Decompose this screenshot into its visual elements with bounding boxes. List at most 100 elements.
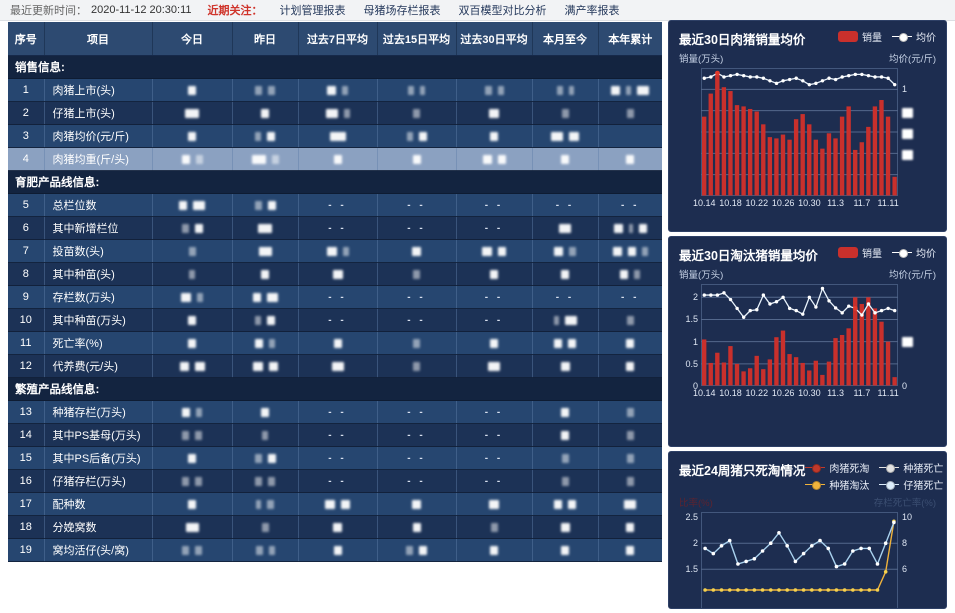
table-row[interactable]: 1 肉猪上市(头) — [8, 78, 662, 102]
legend-item-均价[interactable]: 均价 — [892, 29, 936, 44]
redacted-value — [254, 200, 262, 210]
row-number: 5 — [8, 193, 45, 217]
redacted-value — [188, 453, 196, 463]
redacted-value — [267, 453, 276, 463]
redacted-value — [412, 522, 421, 532]
table-row[interactable]: 5 总栏位数 - - - - - - - - - - — [8, 193, 662, 217]
data-cell — [532, 423, 599, 447]
data-cell — [532, 124, 599, 148]
report-link-3[interactable]: 双百模型对比分析 — [458, 5, 547, 17]
data-cell — [456, 262, 533, 286]
data-cell — [232, 515, 299, 539]
redacted-value — [196, 407, 202, 417]
legend-item-种猪淘汰[interactable]: 种猪淘汰 — [805, 477, 869, 492]
x-tick: 11.11 — [877, 388, 899, 398]
table-row[interactable]: 7 投苗数(头) — [8, 239, 662, 263]
redacted-dash: - - — [407, 292, 426, 303]
data-cell — [456, 538, 533, 562]
data-cell — [598, 262, 662, 286]
table-row[interactable]: 14 其中PS基母(万头) - - - - - - — [8, 423, 662, 447]
redacted-dash: - - — [555, 292, 575, 303]
legend-item-仔猪死亡[interactable]: 仔猪死亡 — [879, 477, 943, 492]
redacted-dash: - - — [328, 476, 347, 487]
y-tick: 0 — [902, 381, 908, 391]
redacted-value — [188, 499, 196, 509]
x-tick: 11.7 — [853, 388, 871, 398]
data-cell — [598, 78, 662, 102]
row-label: 总栏位数 — [44, 193, 153, 217]
data-cell — [232, 193, 299, 217]
data-cell — [532, 147, 599, 171]
table-row[interactable]: 2 仔猪上市(头) — [8, 101, 662, 125]
row-number: 11 — [8, 331, 45, 355]
table-section-row: 育肥产品线信息: — [8, 170, 662, 194]
report-link-2[interactable]: 母猪场存栏报表 — [363, 5, 441, 17]
data-cell — [232, 469, 299, 493]
table-row[interactable]: 6 其中新增栏位 - - - - - - — [8, 216, 662, 240]
table-row[interactable]: 12 代养费(元/头) — [8, 354, 662, 378]
report-links: 计划管理报表 母猪场存栏报表 双百模型对比分析 满产率报表 — [271, 2, 629, 18]
legend-swatch-bar-icon — [838, 247, 858, 258]
table-row[interactable]: 4 肉猪均重(斤/头) — [8, 147, 662, 171]
redacted-value — [626, 154, 635, 164]
table-row[interactable]: 3 肉猪均价(元/斤) — [8, 124, 662, 148]
y-tick: 10 — [902, 512, 913, 523]
row-number: 8 — [8, 262, 45, 286]
table-row[interactable]: 11 死亡率(%) — [8, 331, 662, 355]
redacted-value — [560, 522, 570, 532]
data-cell — [298, 515, 378, 539]
table-row[interactable]: 16 仔猪存栏(万头) - - - - - - — [8, 469, 662, 493]
data-cell: - - — [298, 423, 378, 447]
chart-plot — [701, 68, 898, 196]
report-link-4[interactable]: 满产率报表 — [564, 5, 620, 17]
redacted-value — [331, 361, 344, 371]
redacted-value — [634, 269, 641, 279]
data-cell — [598, 101, 662, 125]
legend-item-均价[interactable]: 均价 — [892, 245, 936, 260]
legend-item-销量[interactable]: 销量 — [838, 29, 882, 44]
table-row[interactable]: 17 配种数 — [8, 492, 662, 516]
report-link-1[interactable]: 计划管理报表 — [279, 5, 346, 17]
redacted-dash: - - — [621, 292, 640, 303]
redacted-value — [333, 522, 342, 532]
redacted-value — [182, 430, 189, 440]
x-tick: 10.18 — [719, 198, 742, 208]
redacted-value — [179, 361, 189, 371]
y-ticks-right: 10 8 6 — [898, 512, 932, 608]
redacted-value — [267, 200, 276, 210]
legend-item-种猪死亡[interactable]: 种猪死亡 — [879, 460, 943, 475]
table-row[interactable]: 9 存栏数(万头) - - - - - - - - - - — [8, 285, 662, 309]
report-table-card: 序号 项目 今日 昨日 过去7日平均 过去15日平均 过去30日平均 本月至今 本年累计 销售信… — [8, 22, 662, 562]
data-cell — [598, 239, 662, 263]
legend-item-销量[interactable]: 销量 — [838, 245, 882, 260]
table-row[interactable]: 10 其中种苗(万头) - - - - - - — [8, 308, 662, 332]
data-cell — [152, 515, 233, 539]
redacted-value — [624, 499, 637, 509]
data-cell: - - — [298, 285, 378, 309]
table-row[interactable]: 13 种猪存栏(万头) - - - - - - — [8, 400, 662, 424]
redacted-value — [179, 200, 187, 210]
data-cell — [598, 216, 662, 240]
table-row[interactable]: 15 其中PS后备(万头) - - - - - - — [8, 446, 662, 470]
redacted-value — [188, 315, 196, 325]
redacted-value — [182, 476, 189, 486]
redacted-value — [194, 361, 205, 371]
data-cell — [232, 354, 299, 378]
table-row[interactable]: 8 其中种苗(头) — [8, 262, 662, 286]
table-row[interactable]: 18 分娩窝数 — [8, 515, 662, 539]
redacted-value — [258, 223, 272, 233]
data-cell — [377, 262, 457, 286]
redacted-dash: - - — [621, 200, 640, 211]
redacted-value — [267, 315, 275, 325]
redacted-value — [638, 223, 647, 233]
col-header-2: 项目 — [44, 22, 153, 56]
data-cell: - - — [298, 469, 378, 493]
y-tick: 1 — [692, 336, 698, 347]
legend-item-肉猪死淘[interactable]: 肉猪死淘 — [805, 460, 869, 475]
table-row[interactable]: 19 窝均活仔(头/窝) — [8, 538, 662, 562]
redacted-value — [181, 292, 191, 302]
data-cell — [598, 515, 662, 539]
redacted-dash: - - — [484, 476, 504, 487]
row-label: 肉猪均价(元/斤) — [44, 124, 153, 148]
redacted-dash: - - — [407, 200, 426, 211]
